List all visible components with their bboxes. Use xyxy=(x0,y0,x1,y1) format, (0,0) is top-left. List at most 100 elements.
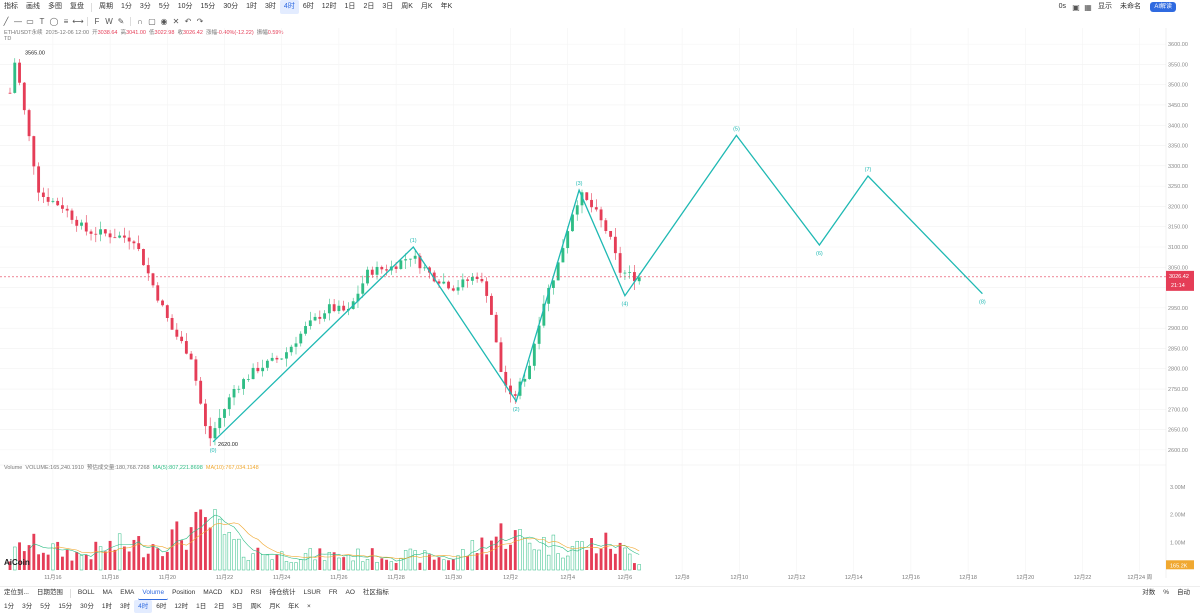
period-9[interactable]: 6时 xyxy=(302,3,314,10)
volume-bar xyxy=(232,539,236,571)
fib-tool-icon[interactable]: F xyxy=(94,16,100,26)
hline-tool-icon[interactable]: — xyxy=(14,16,22,26)
indicator-tab-2[interactable]: EMA xyxy=(120,588,135,596)
ellipse-tool-icon[interactable]: ◯ xyxy=(49,16,59,26)
measure-tool-icon[interactable]: ⟷ xyxy=(72,16,84,26)
period-12[interactable]: 2日 xyxy=(363,3,375,10)
volume-bar xyxy=(246,560,251,571)
volume-bar xyxy=(556,553,560,571)
pattern-tool-icon[interactable]: W xyxy=(105,16,113,26)
replay-menu[interactable]: 复盘 xyxy=(70,3,84,10)
bottom-period-5[interactable]: 1时 xyxy=(101,603,112,610)
candle-body xyxy=(103,229,107,234)
td-tag[interactable]: TD xyxy=(4,36,12,42)
bottom-period-12[interactable]: 3日 xyxy=(232,603,243,610)
display-button[interactable]: 显示 xyxy=(1098,3,1112,10)
indicator-tab-5[interactable]: MACD xyxy=(203,588,223,596)
indicator-tab-8[interactable]: 持仓统计 xyxy=(269,588,296,596)
auto-scale-button[interactable]: 自动 xyxy=(1177,589,1190,596)
chart-area[interactable]: 3600.00 3550.00 3500.00 3450.00 3400.00 3350.… xyxy=(0,28,1200,588)
draw-menu[interactable]: 画线 xyxy=(26,3,40,10)
bottom-period-3[interactable]: 15分 xyxy=(58,603,73,610)
redo-icon[interactable]: ↷ xyxy=(196,16,204,26)
magnet-icon[interactable]: ∩ xyxy=(137,16,143,26)
bottom-period-8[interactable]: 6时 xyxy=(156,603,167,610)
ai-button[interactable]: AI解读 xyxy=(1150,2,1176,12)
candle-body xyxy=(180,336,184,342)
period-16[interactable]: 年K xyxy=(440,3,453,10)
bottom-period-7[interactable]: 4时 xyxy=(134,600,153,613)
indicator-tab-4[interactable]: Position xyxy=(172,588,196,596)
volume-bar xyxy=(509,544,512,570)
bottom-period-4[interactable]: 30分 xyxy=(80,603,94,610)
bottom-period-13[interactable]: 周K xyxy=(250,603,262,610)
aicoin-logo: AiCoin xyxy=(4,558,30,567)
candle-body xyxy=(18,62,21,83)
log-scale-button[interactable]: 对数 xyxy=(1142,589,1156,596)
period-menu[interactable]: 周期 xyxy=(99,3,113,10)
date-range-button[interactable]: 日期范围 xyxy=(36,589,63,596)
indicator-tab-6[interactable]: KDJ xyxy=(230,588,243,596)
volume-bar xyxy=(633,563,636,570)
eye-icon[interactable]: ◉ xyxy=(160,16,168,26)
indicator-tab-11[interactable]: AO xyxy=(345,588,355,596)
period-10[interactable]: 12时 xyxy=(321,3,337,10)
bottom-period-6[interactable]: 3时 xyxy=(119,603,131,610)
indicator-tab-1[interactable]: MA xyxy=(102,588,113,596)
brush-tool-icon[interactable]: ✎ xyxy=(117,16,125,26)
period-4[interactable]: 15分 xyxy=(200,3,216,10)
indicator-tab-3[interactable]: Volume xyxy=(138,587,169,600)
period-13[interactable]: 3日 xyxy=(382,3,394,10)
layout-icon[interactable]: ▦ xyxy=(1084,2,1092,12)
candle-body xyxy=(80,222,83,226)
lock-icon[interactable]: ▢ xyxy=(148,16,156,26)
bottom-period-11[interactable]: 2日 xyxy=(214,603,225,610)
percent-scale-button[interactable]: % xyxy=(1163,589,1169,596)
multi-chart-menu[interactable]: 多图 xyxy=(48,3,62,10)
chart-svg[interactable]: 3600.00 3550.00 3500.00 3450.00 3400.00 3350.… xyxy=(0,28,1200,586)
period-14[interactable]: 周K xyxy=(401,3,413,10)
candle-body xyxy=(366,269,369,284)
candle-body xyxy=(313,316,317,321)
channel-tool-icon[interactable]: ≡ xyxy=(63,16,69,26)
indicator-tab-0[interactable]: BOLL xyxy=(77,588,95,596)
close-icon[interactable]: × xyxy=(306,603,311,610)
bottom-period-0[interactable]: 1分 xyxy=(4,603,15,610)
bottom-period-10[interactable]: 1日 xyxy=(196,603,207,610)
delete-icon[interactable]: ✕ xyxy=(172,16,180,26)
period-5[interactable]: 30分 xyxy=(223,3,239,10)
bottom-period-2[interactable]: 5分 xyxy=(40,603,51,610)
bottom-period-1[interactable]: 3分 xyxy=(22,603,33,610)
period-11[interactable]: 1日 xyxy=(344,3,356,10)
indicator-tab-7[interactable]: RSI xyxy=(250,588,262,596)
layout-name[interactable]: 未命名 xyxy=(1120,3,1141,10)
camera-icon[interactable]: ▣ xyxy=(1072,2,1080,12)
volume-bar xyxy=(594,553,598,570)
bottom-period-9[interactable]: 12时 xyxy=(174,603,189,610)
last-price-box xyxy=(1166,270,1194,291)
period-0[interactable]: 1分 xyxy=(121,3,132,10)
period-15[interactable]: 月K xyxy=(420,3,433,10)
goto-button[interactable]: 定位到... xyxy=(4,589,29,596)
indicator-tab-12[interactable]: 社区指标 xyxy=(362,588,389,596)
indicator-tab-9[interactable]: LSUR xyxy=(303,588,321,596)
volume-bar xyxy=(13,546,17,571)
period-1[interactable]: 3分 xyxy=(139,3,151,10)
undo-icon[interactable]: ↶ xyxy=(184,16,192,26)
line-tool-icon[interactable]: ╱ xyxy=(3,16,9,26)
bottom-period-15[interactable]: 年K xyxy=(288,603,299,610)
period-3[interactable]: 10分 xyxy=(177,3,193,10)
volume-bar xyxy=(546,554,551,571)
period-6[interactable]: 1时 xyxy=(246,3,258,10)
period-8[interactable]: 4时 xyxy=(279,0,299,14)
indicator-menu[interactable]: 指标 xyxy=(4,3,18,10)
bottom-period-14[interactable]: 月K xyxy=(269,603,281,610)
rect-tool-icon[interactable]: ▭ xyxy=(26,16,34,26)
indicator-tab-10[interactable]: FR xyxy=(328,588,338,596)
symbol-name[interactable]: ETH/USDT永续 xyxy=(4,30,43,36)
change-value: -0.40%(-12.22) xyxy=(216,30,254,36)
period-7[interactable]: 3时 xyxy=(265,3,276,10)
period-2[interactable]: 5分 xyxy=(158,3,170,10)
text-tool-icon[interactable]: T xyxy=(39,16,45,26)
volume-bar xyxy=(208,527,212,570)
